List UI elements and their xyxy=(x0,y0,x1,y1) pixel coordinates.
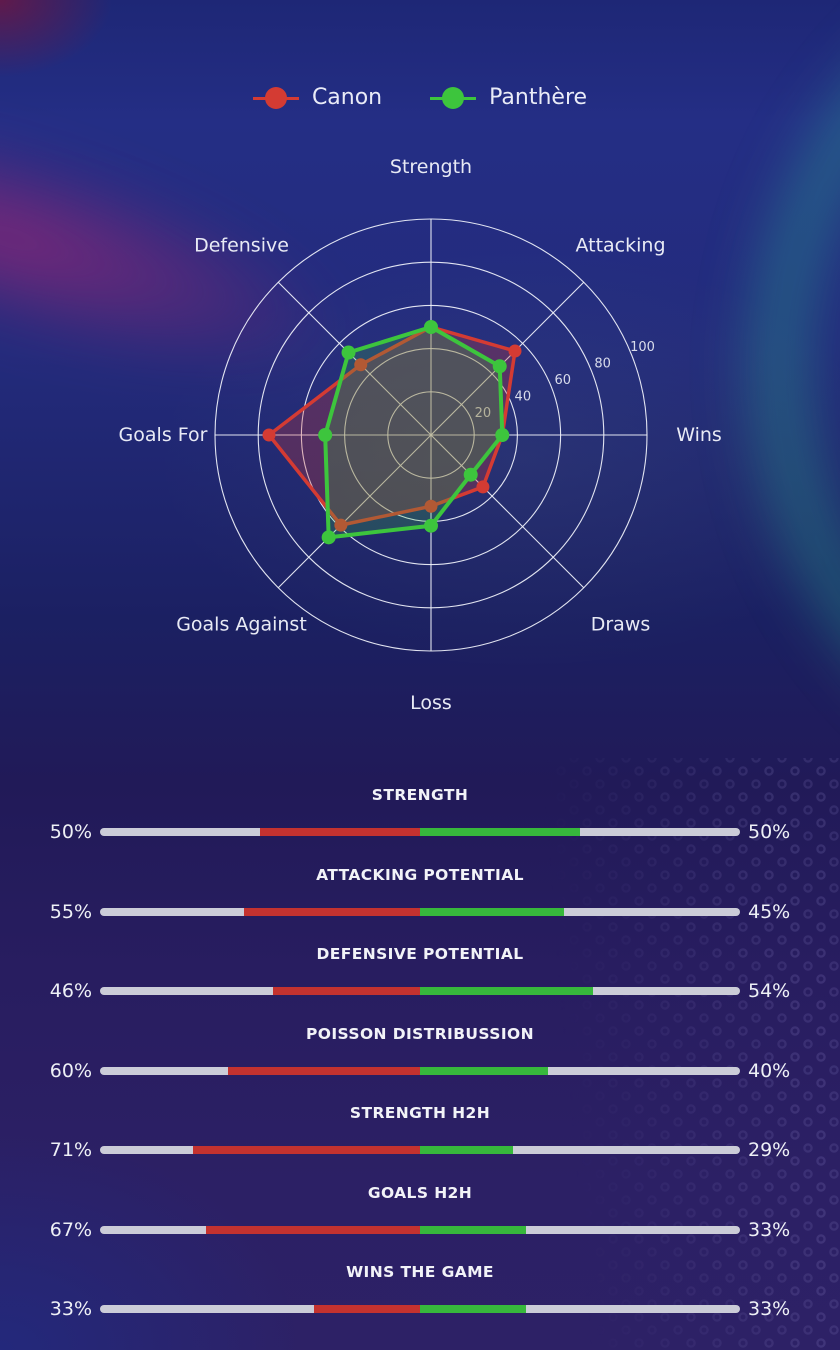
right-bar-segment xyxy=(420,1146,513,1154)
marker-dot xyxy=(264,87,287,109)
axis-label-defensive: Defensive xyxy=(194,234,289,256)
axis-label-draws: Draws xyxy=(591,614,651,636)
bar-title: POISSON DISTRIBUSSION xyxy=(306,1024,534,1043)
right-percentage: 50% xyxy=(748,821,791,843)
axis-label-attacking: Attacking xyxy=(575,234,665,256)
bar-row: 46% 54% xyxy=(0,980,840,1002)
left-percentage: 71% xyxy=(49,1139,92,1161)
radial-tick-label: 20 xyxy=(475,406,492,421)
right-percentage: 29% xyxy=(748,1139,791,1161)
axis-label-loss: Loss xyxy=(410,692,452,714)
right-percentage: 54% xyxy=(748,980,791,1002)
bar-title: DEFENSIVE POTENTIAL xyxy=(316,945,524,963)
legend-item-panthere: Panthère xyxy=(430,85,587,111)
radial-tick-label: 40 xyxy=(515,389,532,404)
bar-track xyxy=(100,1225,740,1234)
data-point-dot xyxy=(334,518,348,532)
left-bar-segment xyxy=(205,1225,420,1234)
axis-label-goals-for: Goals For xyxy=(119,424,208,446)
data-point-dot xyxy=(463,467,478,482)
left-percentage: 33% xyxy=(49,1298,92,1320)
left-percentage: 46% xyxy=(49,980,92,1002)
bar-track xyxy=(100,1066,740,1075)
legend-item-canon: Canon xyxy=(252,85,383,111)
panthere-series-marker-icon xyxy=(430,85,477,111)
left-percentage: 60% xyxy=(49,1059,92,1082)
right-percentage: 33% xyxy=(748,1218,791,1241)
left-bar-segment xyxy=(228,1066,420,1075)
data-point-dot xyxy=(321,530,336,545)
left-percentage: 67% xyxy=(49,1218,92,1241)
bar-title: WINS THE GAME xyxy=(346,1263,494,1281)
marker-dot xyxy=(442,87,465,109)
comparison-row: ATTACKING POTENTIAL 55% 45% xyxy=(0,866,840,946)
bar-track xyxy=(100,828,740,836)
bar-title: STRENGTH H2H xyxy=(349,1104,491,1122)
right-bar-segment xyxy=(420,907,564,916)
radar-series-canon xyxy=(262,320,522,532)
bar-row: 50% 50% xyxy=(0,821,840,843)
right-percentage: 45% xyxy=(748,900,791,923)
comparison-row: STRENGTH H2H 71% 29% xyxy=(0,1104,840,1184)
bar-row: 55% 45% xyxy=(0,901,840,923)
left-bar-segment xyxy=(192,1146,420,1154)
data-point-dot xyxy=(424,320,438,334)
data-point-dot xyxy=(341,345,356,360)
data-point-dot xyxy=(492,359,507,374)
data-point-dot xyxy=(262,428,276,442)
data-point-dot xyxy=(424,499,438,513)
radial-tick-label: 80 xyxy=(594,356,611,371)
bar-row: 60% 40% xyxy=(0,1060,840,1082)
data-point-dot xyxy=(495,428,510,442)
axis-label-goals-against: Goals Against xyxy=(176,614,307,636)
left-bar-segment xyxy=(314,1305,420,1313)
radar-chart: 20 40 60 80 100 Strength Attacking Wins Draws Los… xyxy=(119,156,722,714)
radar-tick-labels: 20 40 60 80 100 xyxy=(475,340,655,421)
left-bar-segment xyxy=(272,987,420,995)
bar-title: STRENGTH xyxy=(371,786,469,804)
bar-title: GOALS H2H xyxy=(367,1183,473,1202)
left-percentage: 50% xyxy=(49,821,92,843)
axis-label-wins: Wins xyxy=(676,424,722,446)
radial-tick-label: 60 xyxy=(554,373,571,388)
comparison-bars: STRENGTH 50% 50% ATTACKING POTENTIAL 55%… xyxy=(0,786,840,1343)
legend-label-panthere: Panthère xyxy=(489,85,588,110)
canon-series-marker-icon xyxy=(252,85,299,111)
comparison-row: GOALS H2H 67% 33% xyxy=(0,1184,840,1264)
legend-label-canon: Canon xyxy=(311,85,383,110)
left-percentage: 55% xyxy=(49,900,92,923)
bar-row: 33% 33% xyxy=(0,1298,840,1320)
legend: Canon Panthère xyxy=(0,85,840,111)
right-bar-segment xyxy=(420,1225,526,1234)
right-percentage: 33% xyxy=(748,1298,791,1320)
data-point-dot xyxy=(354,358,368,372)
right-bar-segment xyxy=(420,1305,526,1313)
bar-track xyxy=(100,987,740,995)
comparison-row: STRENGTH 50% 50% xyxy=(0,786,840,866)
bar-row: 71% 29% xyxy=(0,1139,840,1161)
comparison-row: POISSON DISTRIBUSSION 60% 40% xyxy=(0,1025,840,1105)
radar-axis-labels: Strength Attacking Wins Draws Loss Goals Agai… xyxy=(119,156,722,714)
bar-track xyxy=(100,907,740,916)
comparison-row: WINS THE GAME 33% 33% xyxy=(0,1263,840,1343)
left-bar-segment xyxy=(244,907,420,916)
data-point-dot xyxy=(508,344,522,358)
radar-series-panthere xyxy=(318,320,510,545)
right-percentage: 40% xyxy=(748,1059,791,1082)
data-point-dot xyxy=(476,480,490,494)
bar-row: 67% 33% xyxy=(0,1219,840,1241)
data-point-dot xyxy=(424,518,438,533)
right-bar-segment xyxy=(420,987,593,995)
data-point-dot xyxy=(318,428,333,442)
bar-track xyxy=(100,1146,740,1154)
bar-track xyxy=(100,1305,740,1313)
radial-tick-label: 100 xyxy=(630,340,655,355)
right-bar-segment xyxy=(420,828,580,836)
axis-label-strength: Strength xyxy=(390,156,472,178)
bar-title: ATTACKING POTENTIAL xyxy=(316,865,524,884)
right-bar-segment xyxy=(420,1066,548,1075)
left-bar-segment xyxy=(260,828,420,836)
comparison-row: DEFENSIVE POTENTIAL 46% 54% xyxy=(0,945,840,1025)
